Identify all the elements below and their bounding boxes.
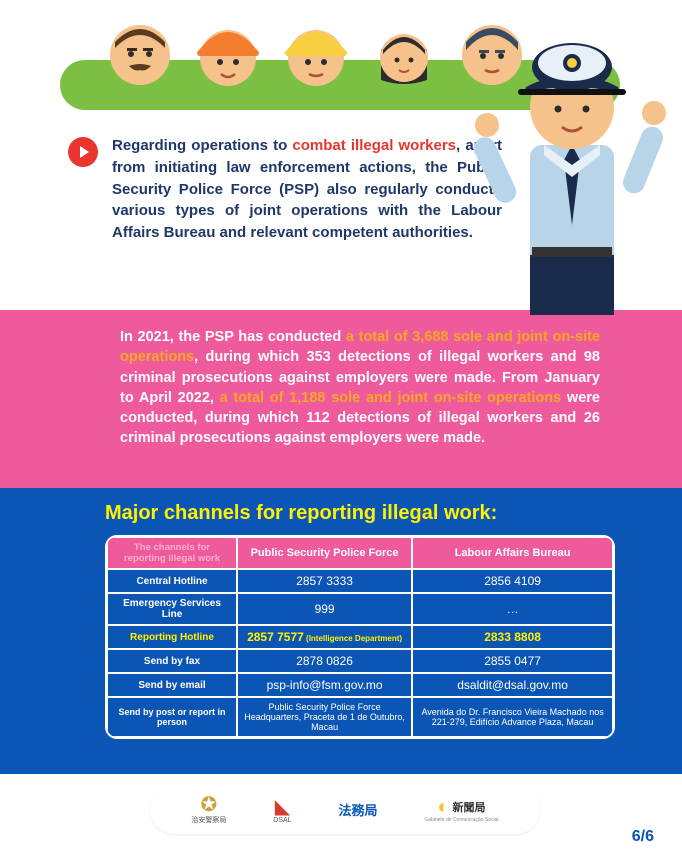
- reporting-table-section: Major channels for reporting illegal wor…: [105, 502, 615, 739]
- logo-dsaj: 法務局: [338, 804, 377, 817]
- row-psp: 2857 7577 (Intelligence Department): [237, 625, 412, 649]
- table-header-row: The channels for reporting illegal work …: [107, 537, 613, 569]
- row-lab: dsaldit@dsal.gov.mo: [412, 673, 613, 697]
- page-number: 6/6: [632, 828, 654, 846]
- row-psp: Public Security Police Force Headquarter…: [237, 697, 412, 737]
- paragraph-stats: In 2021, the PSP has conducted a total o…: [120, 327, 600, 449]
- logo-psp-label: 治安警察局: [191, 815, 226, 825]
- face-woman: [369, 20, 439, 90]
- row-psp: 999: [237, 593, 412, 625]
- para2-h2: a total of 1,188 sole and joint on-site …: [220, 390, 562, 406]
- reporting-table: The channels for reporting illegal work …: [105, 535, 615, 739]
- logo-dsal: ◣ DSAL: [273, 797, 291, 824]
- face-man-mustache: [105, 20, 175, 90]
- row-lab: 2833 8808: [412, 625, 613, 649]
- faces-row: [105, 20, 527, 90]
- header-channels: The channels for reporting illegal work: [107, 537, 237, 569]
- para1-highlight: combat illegal workers: [292, 137, 456, 154]
- para1-pre: Regarding operations to: [112, 137, 292, 154]
- row-lab: 2856 4109: [412, 569, 613, 593]
- row-label: Central Hotline: [107, 569, 237, 593]
- row-label: Reporting Hotline: [107, 625, 237, 649]
- header-lab: Labour Affairs Bureau: [412, 537, 613, 569]
- row-label: Emergency Services Line: [107, 593, 237, 625]
- table-title: Major channels for reporting illegal wor…: [105, 502, 615, 525]
- row-psp: 2857 3333: [237, 569, 412, 593]
- face-worker-yellow-helmet: [281, 20, 351, 90]
- face-worker-orange-helmet: [193, 20, 263, 90]
- paragraph-intro: Regarding operations to combat illegal w…: [112, 135, 502, 244]
- row-lab: 2855 0477: [412, 649, 613, 673]
- para2-t1: In 2021, the PSP has conducted: [120, 329, 346, 345]
- arrow-bullet-icon: [68, 137, 98, 167]
- table-row: Send by post or report in personPublic S…: [107, 697, 613, 737]
- row-lab: Avenida do Dr. Francisco Vieira Machado …: [412, 697, 613, 737]
- row-psp: psp-info@fsm.gov.mo: [237, 673, 412, 697]
- table-row: Reporting Hotline2857 7577 (Intelligence…: [107, 625, 613, 649]
- page: Regarding operations to combat illegal w…: [0, 0, 682, 852]
- row-label: Send by email: [107, 673, 237, 697]
- logo-psp: ✪ 治安警察局: [191, 795, 226, 825]
- row-psp: 2878 0826: [237, 649, 412, 673]
- police-officer-illustration: [472, 15, 672, 315]
- footer-logos: ✪ 治安警察局 ◣ DSAL 法務局 ◐ 新聞局 Gabinete de Com…: [150, 786, 540, 834]
- header-psp: Public Security Police Force: [237, 537, 412, 569]
- table-row: Send by fax2878 08262855 0477: [107, 649, 613, 673]
- table-row: Send by emailpsp-info@fsm.gov.modsaldit@…: [107, 673, 613, 697]
- row-label: Send by post or report in person: [107, 697, 237, 737]
- table-row: Emergency Services Line999…: [107, 593, 613, 625]
- table-row: Central Hotline2857 33332856 4109: [107, 569, 613, 593]
- logo-dsal-label: DSAL: [273, 817, 291, 824]
- logo-gcs: ◐ 新聞局 Gabinete de Comunicação Social: [424, 797, 498, 823]
- row-label: Send by fax: [107, 649, 237, 673]
- row-lab: …: [412, 593, 613, 625]
